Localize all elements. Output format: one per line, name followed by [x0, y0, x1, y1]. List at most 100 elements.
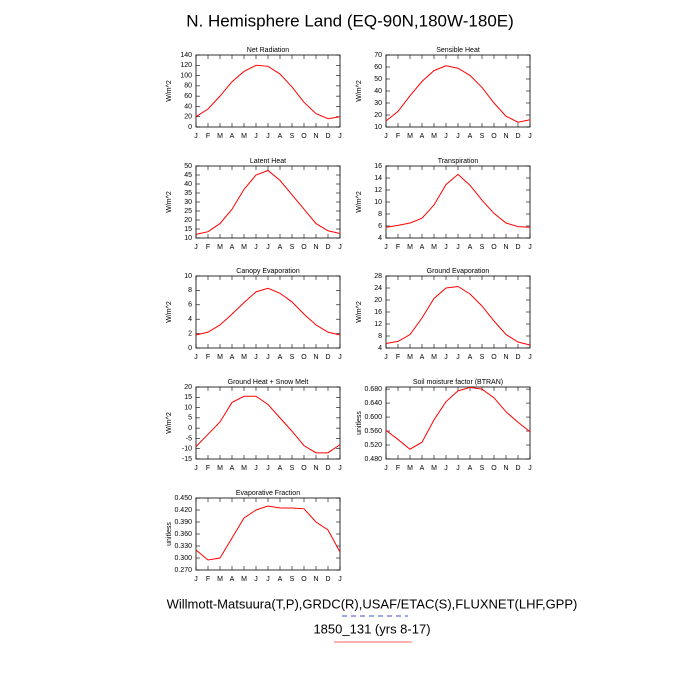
- y-tick-label: 16: [374, 309, 382, 316]
- x-tick-label: F: [206, 465, 210, 472]
- x-tick-label: J: [338, 133, 342, 140]
- x-tick-label: J: [384, 133, 388, 140]
- x-tick-label: J: [338, 244, 342, 251]
- y-tick-label: 30: [374, 100, 382, 107]
- y-tick-label: 0: [188, 425, 192, 432]
- x-tick-label: F: [396, 244, 400, 251]
- x-tick-label: M: [217, 465, 223, 472]
- footer-case: 1850_131 (yrs 8-17): [313, 621, 430, 636]
- y-tick-label: 16: [374, 163, 382, 170]
- x-tick-label: J: [266, 244, 270, 251]
- x-tick-label: S: [290, 354, 295, 361]
- y-tick-label: 10: [374, 124, 382, 131]
- y-tick-label: 10: [184, 273, 192, 280]
- x-tick-label: M: [431, 465, 437, 472]
- x-tick-label: J: [338, 465, 342, 472]
- x-tick-label: J: [254, 576, 258, 583]
- x-tick-label: J: [254, 133, 258, 140]
- x-tick-label: S: [290, 576, 295, 583]
- y-tick-label: 20: [374, 112, 382, 119]
- y-tick-label: 2: [188, 330, 192, 337]
- y-axis-label: unitless: [356, 411, 363, 435]
- x-tick-label: S: [290, 133, 295, 140]
- data-line: [385, 285, 531, 346]
- x-tick-label: A: [420, 465, 425, 472]
- y-axis-label: W/m^2: [356, 191, 363, 213]
- x-tick-label: A: [278, 354, 283, 361]
- x-tick-label: S: [480, 465, 485, 472]
- y-tick-label: 15: [184, 394, 192, 401]
- panel-title: Transpiration: [438, 158, 479, 165]
- y-tick-label: 40: [374, 88, 382, 95]
- footer-sources: Willmott-Matsuura(T,P),GRDC(R),USAF/ETAC…: [167, 596, 578, 611]
- x-tick-label: J: [194, 465, 198, 472]
- y-tick-label: 8: [378, 211, 382, 218]
- x-tick-label: A: [230, 576, 235, 583]
- x-tick-label: J: [254, 354, 258, 361]
- data-line: [195, 505, 341, 561]
- figure-title: N. Hemisphere Land (EQ-90N,180W-180E): [186, 11, 514, 30]
- y-axis-label: W/m^2: [166, 80, 173, 102]
- y-tick-label: 0.300: [174, 555, 192, 562]
- y-tick-label: 0.450: [174, 495, 192, 502]
- y-tick-label: 0: [188, 345, 192, 352]
- y-tick-label: 120: [180, 62, 192, 69]
- x-tick-label: M: [431, 354, 437, 361]
- x-tick-label: J: [384, 244, 388, 251]
- x-tick-label: M: [241, 576, 247, 583]
- x-tick-label: A: [468, 465, 473, 472]
- y-tick-label: 0.600: [364, 414, 382, 421]
- x-tick-label: J: [456, 465, 460, 472]
- y-axis-label: W/m^2: [356, 301, 363, 323]
- x-tick-label: M: [431, 244, 437, 251]
- x-tick-label: O: [491, 133, 497, 140]
- x-tick-label: D: [325, 576, 330, 583]
- y-tick-label: 30: [184, 199, 192, 206]
- y-axis-label: unitless: [166, 522, 173, 546]
- x-tick-label: A: [230, 133, 235, 140]
- y-tick-label: 14: [374, 175, 382, 182]
- y-tick-label: 40: [184, 103, 192, 110]
- y-tick-label: 0.520: [364, 442, 382, 449]
- data-line: [195, 395, 341, 454]
- y-tick-label: 10: [184, 404, 192, 411]
- x-tick-label: J: [194, 576, 198, 583]
- y-tick-label: 0.420: [174, 507, 192, 514]
- data-line: [385, 173, 531, 228]
- x-tick-label: J: [338, 354, 342, 361]
- x-tick-label: A: [278, 576, 283, 583]
- x-tick-label: J: [444, 244, 448, 251]
- panel-title: Evaporative Fraction: [236, 490, 300, 497]
- x-tick-label: M: [241, 244, 247, 251]
- x-tick-label: S: [480, 244, 485, 251]
- x-tick-label: M: [431, 133, 437, 140]
- x-tick-label: J: [456, 354, 460, 361]
- panel-title: Ground Evaporation: [427, 268, 490, 275]
- y-tick-label: 12: [374, 187, 382, 194]
- y-tick-label: 5: [188, 415, 192, 422]
- y-tick-label: 8: [188, 287, 192, 294]
- y-tick-label: 0.390: [174, 519, 192, 526]
- x-tick-label: A: [468, 354, 473, 361]
- x-tick-label: J: [338, 576, 342, 583]
- x-tick-label: O: [301, 465, 307, 472]
- y-tick-label: 35: [184, 190, 192, 197]
- x-tick-label: S: [480, 133, 485, 140]
- x-tick-label: O: [491, 354, 497, 361]
- x-tick-label: M: [217, 244, 223, 251]
- y-tick-label: 4: [378, 235, 382, 242]
- x-tick-label: N: [503, 465, 508, 472]
- x-tick-label: O: [301, 244, 307, 251]
- x-tick-label: M: [217, 133, 223, 140]
- x-tick-label: J: [456, 244, 460, 251]
- x-tick-label: D: [515, 465, 520, 472]
- y-tick-label: 20: [184, 217, 192, 224]
- y-tick-label: 0.330: [174, 543, 192, 550]
- data-line: [385, 386, 531, 450]
- x-tick-label: A: [278, 133, 283, 140]
- x-tick-label: S: [290, 465, 295, 472]
- y-tick-label: 50: [184, 163, 192, 170]
- panel-title: Ground Heat + Snow Melt: [228, 379, 309, 386]
- x-tick-label: N: [313, 133, 318, 140]
- y-tick-label: 0.360: [174, 531, 192, 538]
